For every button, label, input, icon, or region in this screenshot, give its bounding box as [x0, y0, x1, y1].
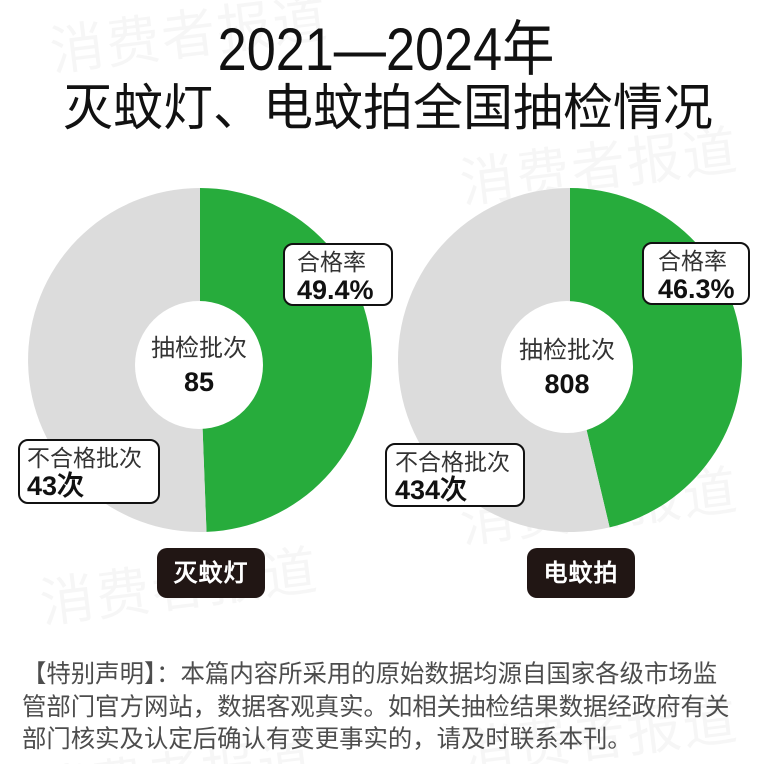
category-tag-mosquito-lamp: 灭蚊灯 [157, 548, 265, 598]
fail-count-callout: 不合格批次 434次 [385, 443, 525, 507]
page-title-years: 2021—2024年 [217, 16, 555, 83]
center-summary: 抽检批次 85 [134, 333, 264, 397]
center-label: 抽检批次 [519, 336, 615, 364]
center-label: 抽检批次 [151, 334, 247, 362]
center-value: 85 [183, 367, 215, 397]
fail-count-label: 不合格批次 [27, 446, 142, 472]
disclaimer: 【特别声明】：本篇内容所采用的原始数据均源自国家各级市场监 管部门官方网站，数据… [22, 658, 752, 756]
page-title-subject: 灭蚊灯、电蚊拍全国抽检情况 [63, 79, 713, 137]
center-value: 808 [544, 369, 590, 399]
pass-rate-value: 49.4% [297, 275, 374, 305]
pass-rate-callout: 合格率 46.3% [642, 242, 750, 305]
fail-count-callout: 不合格批次 43次 [18, 439, 160, 504]
pass-rate-label: 合格率 [297, 250, 366, 276]
pass-rate-callout: 合格率 49.4% [283, 243, 393, 306]
disclaimer-line: 【特别声明】：本篇内容所采用的原始数据均源自国家各级市场监 [22, 659, 718, 688]
pass-rate-value: 46.3% [658, 274, 735, 304]
disclaimer-line: 管部门官方网站，数据客观真实。如相关抽检结果数据经政府有关 [22, 691, 730, 721]
donut-hole [135, 301, 263, 429]
donut-hole [501, 301, 633, 433]
disclaimer-line: 部门核实及认定后确认有变更事实的，请及时联系本刊。 [22, 724, 632, 753]
center-summary: 抽检批次 808 [502, 335, 632, 399]
fail-count-value: 43次 [27, 471, 85, 501]
pass-rate-label: 合格率 [658, 249, 727, 275]
fail-count-value: 434次 [395, 475, 468, 505]
fail-count-label: 不合格批次 [395, 450, 510, 476]
category-tag-mosquito-swatter: 电蚊拍 [527, 548, 635, 598]
